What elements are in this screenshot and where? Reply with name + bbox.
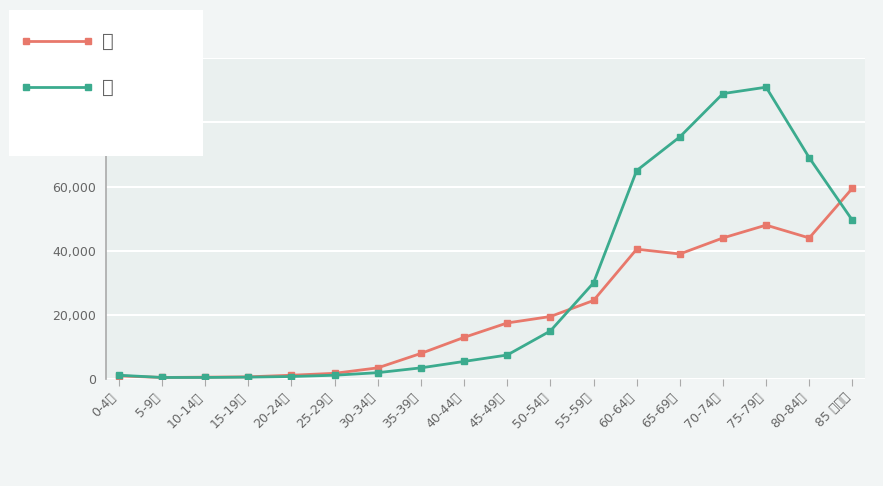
男 xyxy=(157,375,168,381)
男 xyxy=(416,365,426,371)
男 xyxy=(761,84,772,90)
女 xyxy=(114,373,125,379)
女 xyxy=(718,235,728,241)
女 xyxy=(545,313,555,319)
女 xyxy=(416,350,426,356)
男 xyxy=(373,370,383,376)
Line: 男: 男 xyxy=(116,84,856,381)
男 xyxy=(502,352,512,358)
女 xyxy=(804,235,814,241)
男 xyxy=(200,375,210,381)
男 xyxy=(243,374,253,380)
女 xyxy=(243,374,253,380)
Text: （人）: （人） xyxy=(106,38,131,52)
男 xyxy=(847,217,857,223)
男 xyxy=(114,372,125,378)
女 xyxy=(200,374,210,380)
男 xyxy=(545,328,555,334)
女 xyxy=(761,222,772,228)
男 xyxy=(718,91,728,97)
男 xyxy=(804,155,814,161)
女 xyxy=(631,246,642,252)
女 xyxy=(286,372,297,378)
男 xyxy=(675,134,685,140)
Text: 男: 男 xyxy=(102,78,113,97)
Text: 女: 女 xyxy=(102,32,113,51)
女 xyxy=(373,365,383,371)
女 xyxy=(847,185,857,191)
女 xyxy=(675,251,685,257)
女 xyxy=(459,334,470,340)
男 xyxy=(588,280,599,286)
女 xyxy=(329,370,340,376)
男 xyxy=(329,372,340,378)
男 xyxy=(459,359,470,364)
女 xyxy=(502,320,512,326)
女 xyxy=(588,297,599,303)
男 xyxy=(286,374,297,380)
女 xyxy=(157,375,168,381)
Line: 女: 女 xyxy=(116,185,856,381)
男 xyxy=(631,168,642,174)
